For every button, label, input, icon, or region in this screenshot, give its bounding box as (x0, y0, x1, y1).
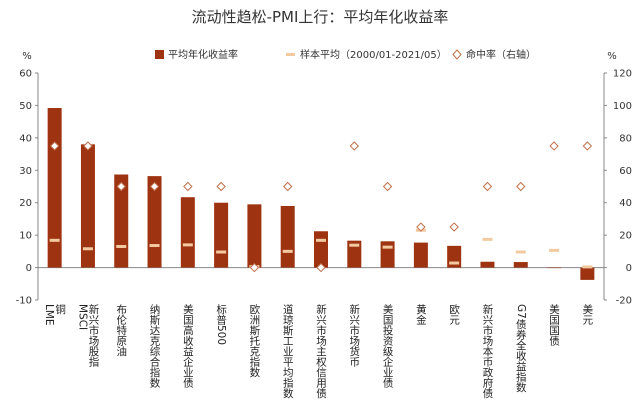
sample-average-marker (216, 250, 227, 254)
category-label: G7债券全收益指数 (515, 304, 527, 393)
legend-swatch-dash (286, 53, 295, 56)
diamonds-layer (49, 141, 593, 273)
hit-rate-marker (149, 181, 160, 192)
right-tick-label: 100 (613, 101, 632, 112)
left-tick-label: 40 (19, 133, 32, 144)
bar (380, 241, 395, 268)
left-tick-label: 0 (26, 263, 32, 274)
category-label: 新兴市场本币政府债 (481, 303, 493, 399)
sample-average-marker (316, 238, 326, 242)
sample-average-marker (482, 237, 493, 241)
axes: -10 0 10 20 30 40 50 60 -20 0 20 40 60 80 100 120 (16, 69, 632, 307)
category-label: 美国国债 (548, 303, 560, 347)
left-tick-label: 30 (19, 166, 32, 177)
bar (214, 202, 229, 268)
category-label: 标普500 (215, 304, 227, 345)
category-label: 美元 (581, 303, 593, 325)
hit-rate-marker (449, 222, 459, 232)
category-label: 布伦特原油 (115, 304, 127, 357)
left-tick-label: 20 (19, 198, 32, 209)
sample-average-marker (449, 261, 460, 265)
sample-average-marker (149, 244, 160, 248)
sample-average-marker (349, 243, 360, 247)
bar (580, 267, 595, 280)
category-label: 新兴市场股指 (87, 303, 99, 368)
category-label: 黄金 (415, 303, 427, 325)
bar (314, 231, 328, 268)
category-label: MSCI (76, 304, 88, 330)
hit-rate-marker (582, 141, 593, 151)
right-tick-label: -20 (616, 296, 632, 307)
hit-rate-marker (549, 141, 559, 151)
hit-rate-marker (349, 141, 360, 151)
category-label: 铜 (54, 304, 66, 315)
category-label: 新兴市场主权信用债 (315, 303, 327, 399)
hit-rate-marker (116, 181, 126, 192)
bar (280, 205, 295, 268)
right-tick-label: 20 (619, 231, 632, 242)
legend-label-bar: 平均年化收益率 (168, 48, 238, 61)
hit-rate-marker (416, 222, 426, 232)
bar (247, 204, 262, 268)
hit-rate-marker (282, 181, 293, 192)
left-tick-label: 10 (19, 231, 32, 242)
bar (413, 242, 428, 268)
category-labels: LME 铜 MSCI 新兴市场股指 布伦特原油 纳斯达克综合指数 美国高收益企业债 标普500… (43, 303, 593, 399)
bar (547, 267, 562, 269)
sample-average-marker (82, 247, 93, 251)
bar (480, 261, 495, 268)
left-axis-unit: % (22, 51, 32, 62)
bar (47, 108, 62, 268)
right-tick-label: 60 (619, 166, 632, 177)
sample-average-marker (549, 248, 560, 252)
sample-average-marker (582, 265, 593, 269)
legend-swatch-bar (155, 50, 164, 59)
legend: 平均年化收益率 样本平均（2000/01-2021/05） 命中率（右轴） (155, 48, 536, 61)
legend-label-dash: 样本平均（2000/01-2021/05） (300, 48, 447, 61)
hit-rate-marker (382, 181, 393, 192)
legend-label-diamond: 命中率（右轴） (466, 48, 536, 61)
right-axis-unit: % (607, 51, 617, 62)
sample-average-marker (116, 244, 127, 248)
sample-average-marker (282, 249, 293, 253)
category-label: 道琼斯工业平均指数 (282, 303, 294, 399)
bar (513, 262, 528, 268)
hit-rate-marker (216, 181, 226, 192)
sample-average-marker (182, 243, 193, 247)
hit-rate-marker (183, 181, 193, 192)
right-tick-label: 0 (626, 263, 632, 274)
bar (180, 197, 195, 268)
bar (80, 144, 95, 268)
category-label: 欧洲斯托克指数 (248, 304, 260, 378)
hit-rate-marker (516, 181, 526, 192)
category-label: 欧元 (448, 304, 460, 325)
hit-rate-marker (49, 141, 60, 151)
bar (347, 240, 362, 268)
bars-layer (47, 108, 595, 280)
category-label: 纳斯达克综合指数 (149, 303, 161, 389)
legend-swatch-diamond (452, 49, 462, 60)
sample-average-marker (382, 245, 393, 249)
category-label: 美国高收益企业债 (182, 303, 194, 389)
right-tick-label: 40 (619, 198, 632, 209)
hit-rate-marker (83, 141, 93, 151)
sample-average-marker (515, 250, 526, 254)
left-tick-label: 50 (19, 101, 32, 112)
left-tick-label: 60 (19, 69, 32, 80)
hit-rate-marker (482, 181, 493, 192)
sample-average-marker (49, 238, 60, 242)
chart-title: 流动性趋松-PMI上行：平均年化收益率 (192, 8, 449, 26)
bar (114, 174, 129, 268)
category-label: LME (43, 304, 55, 326)
category-label: 新兴市场货币 (348, 303, 360, 368)
category-label: 美国投资级企业债 (382, 303, 394, 389)
right-tick-label: 80 (619, 133, 632, 144)
right-tick-label: 120 (613, 69, 632, 80)
hit-rate-marker (316, 262, 326, 273)
hit-rate-marker (249, 262, 260, 273)
left-tick-label: -10 (16, 296, 32, 307)
